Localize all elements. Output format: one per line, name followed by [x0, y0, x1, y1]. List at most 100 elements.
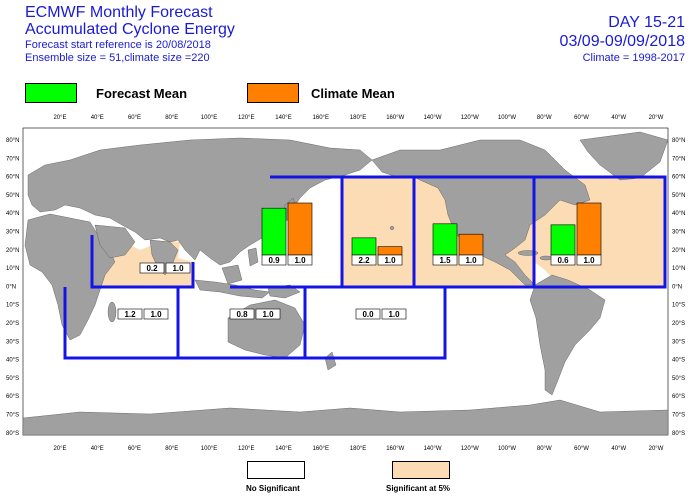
right-lat-label: 10°N [672, 266, 685, 272]
left-lat-label: 30°N [6, 230, 19, 236]
forecast-value-label-australia: 0.8 [236, 310, 248, 319]
bottom-lon-label: 100°E [201, 446, 217, 452]
left-lat-label: 30°S [6, 339, 19, 345]
forecast-bar-eastern-north-pacific [432, 223, 458, 256]
climate-value-box-australia [255, 308, 281, 320]
left-lat-label: 70°N [6, 156, 19, 162]
bottom-lon-label: 180°E [350, 446, 366, 452]
climate-value-box-north-atlantic [576, 254, 602, 266]
title-line1: ECMWF Monthly Forecast [25, 4, 213, 21]
right-lat-label: 30°S [672, 339, 685, 345]
forecast-value-box-central-north-pacific [351, 254, 377, 266]
left-lat-label: 60°S [6, 394, 19, 400]
top-lon-label: 40°E [91, 115, 104, 121]
top-lon-label: 20°E [53, 115, 66, 121]
land-hispaniola [539, 255, 553, 261]
no-significant-swatch [247, 461, 305, 479]
forecast-value-box-north-atlantic [550, 254, 576, 266]
climate-bar-north-atlantic [576, 202, 602, 256]
bottom-lon-label: 60°E [128, 446, 141, 452]
climate-value-label-north-atlantic: 1.0 [583, 256, 595, 265]
bottom-lon-label: 140°E [275, 446, 291, 452]
forecast-bar-north-atlantic [550, 224, 576, 256]
bottom-lon-label: 80°W [537, 446, 552, 452]
land-antarctica [22, 399, 669, 436]
climate-mean-label: Climate Mean [311, 86, 395, 101]
boundary-wnp [230, 175, 344, 289]
climate-value-box-central-north-pacific [377, 254, 403, 266]
climate-period: Climate = 1998-2017 [582, 52, 685, 64]
top-lon-label: 60°E [128, 115, 141, 121]
forecast-value-box-north-indian [139, 262, 165, 274]
day-range: DAY 15-21 [608, 14, 685, 31]
bottom-longitude-labels: 20°E 40°E 60°E 80°E 100°E 120°E 140°E 160°E 180°… [53, 446, 663, 452]
bottom-lon-label: 40°E [91, 446, 104, 452]
land-philippines [247, 247, 259, 267]
ensemble-size-text: Ensemble size = 51,climate size =220 [25, 52, 210, 64]
right-latitude-labels: 80°N 70°N 60°N 50°N 40°N 30°N 20°N 10°N 0°N 10°S 2… [672, 138, 685, 437]
climate-bar-central-north-pacific [377, 246, 403, 256]
right-lat-label: 0°N [672, 284, 682, 290]
top-lon-label: 20°W [649, 115, 664, 121]
top-lon-label: 80°W [537, 115, 552, 121]
top-lon-label: 60°W [574, 115, 589, 121]
forecast-mean-swatch [25, 83, 77, 103]
left-lat-label: 50°N [6, 193, 19, 199]
boundary-north-indian [90, 235, 195, 289]
land-madagascar [107, 301, 117, 323]
climate-value-label-south-west-indian: 1.0 [150, 310, 162, 319]
bottom-lon-label: 60°W [574, 446, 589, 452]
boundary-south-indian [63, 287, 180, 360]
climate-mean-swatch [247, 83, 299, 103]
right-lat-label: 70°N [672, 156, 685, 162]
left-lat-label: 20°N [6, 248, 19, 254]
right-lat-label: 80°S [672, 431, 685, 437]
left-latitude-labels: 80°N 70°N 60°N 50°N 40°N 30°N 20°N 10°N 0°N 10°S 2… [6, 138, 19, 437]
right-lat-label: 60°N [672, 175, 685, 181]
climate-value-label-australia: 1.0 [262, 310, 274, 319]
climate-value-box-north-indian [165, 262, 191, 274]
left-lat-label: 40°N [6, 211, 19, 217]
bottom-lon-label: 100°W [498, 446, 516, 452]
left-lat-label: 80°N [6, 138, 19, 144]
bottom-lon-label: 40°W [611, 446, 626, 452]
top-lon-label: 80°E [165, 115, 178, 121]
region-fill-central-north-pacific [342, 177, 414, 287]
right-lat-label: 60°S [672, 394, 685, 400]
left-lat-label: 60°N [6, 175, 19, 181]
top-lon-label: 140°W [423, 115, 441, 121]
climate-value-box-south-west-indian [143, 308, 169, 320]
left-lat-label: 50°S [6, 376, 19, 382]
forecast-value-box-australia [229, 308, 255, 320]
top-lon-label: 100°E [201, 115, 217, 121]
right-lat-label: 50°N [672, 193, 685, 199]
climate-value-label-eastern-north-pacific: 1.0 [465, 256, 477, 265]
forecast-value-box-south-pacific [355, 308, 381, 320]
top-longitude-labels: 20°E 40°E 60°E 80°E 100°E 120°E 140°E 160°E 180°… [53, 115, 663, 121]
left-lat-label: 0°N [6, 284, 16, 290]
climate-value-label-south-pacific: 1.0 [388, 310, 400, 319]
bottom-lon-label: 160°W [386, 446, 404, 452]
forecast-value-label-south-west-indian: 1.2 [124, 310, 136, 319]
left-lat-label: 80°S [6, 431, 19, 437]
top-lon-label: 140°E [275, 115, 291, 121]
forecast-mean-label: Forecast Mean [96, 86, 188, 101]
right-lat-label: 10°S [672, 303, 685, 309]
land-indonesia [194, 279, 271, 299]
forecast-value-box-western-north-pacific [261, 254, 287, 266]
forecast-value-box-eastern-north-pacific [432, 254, 458, 266]
climate-bar-western-north-pacific [287, 202, 313, 256]
bottom-lon-label: 80°E [165, 446, 178, 452]
top-lon-label: 120°W [461, 115, 479, 121]
title-line2: Accumulated Cyclone Energy [25, 21, 235, 38]
forecast-start-text: Forecast start reference is 20/08/2018 [25, 39, 211, 51]
left-lat-label: 10°N [6, 266, 19, 272]
right-lat-label: 70°S [672, 413, 685, 419]
significant-label: Significant at 5% [386, 484, 451, 493]
forecast-value-label-central-north-pacific: 2.2 [358, 256, 370, 265]
climate-value-box-eastern-north-pacific [458, 254, 484, 266]
right-lat-label: 20°S [672, 321, 685, 327]
top-lon-label: 180°E [350, 115, 366, 121]
forecast-bar-central-north-pacific [351, 237, 377, 256]
